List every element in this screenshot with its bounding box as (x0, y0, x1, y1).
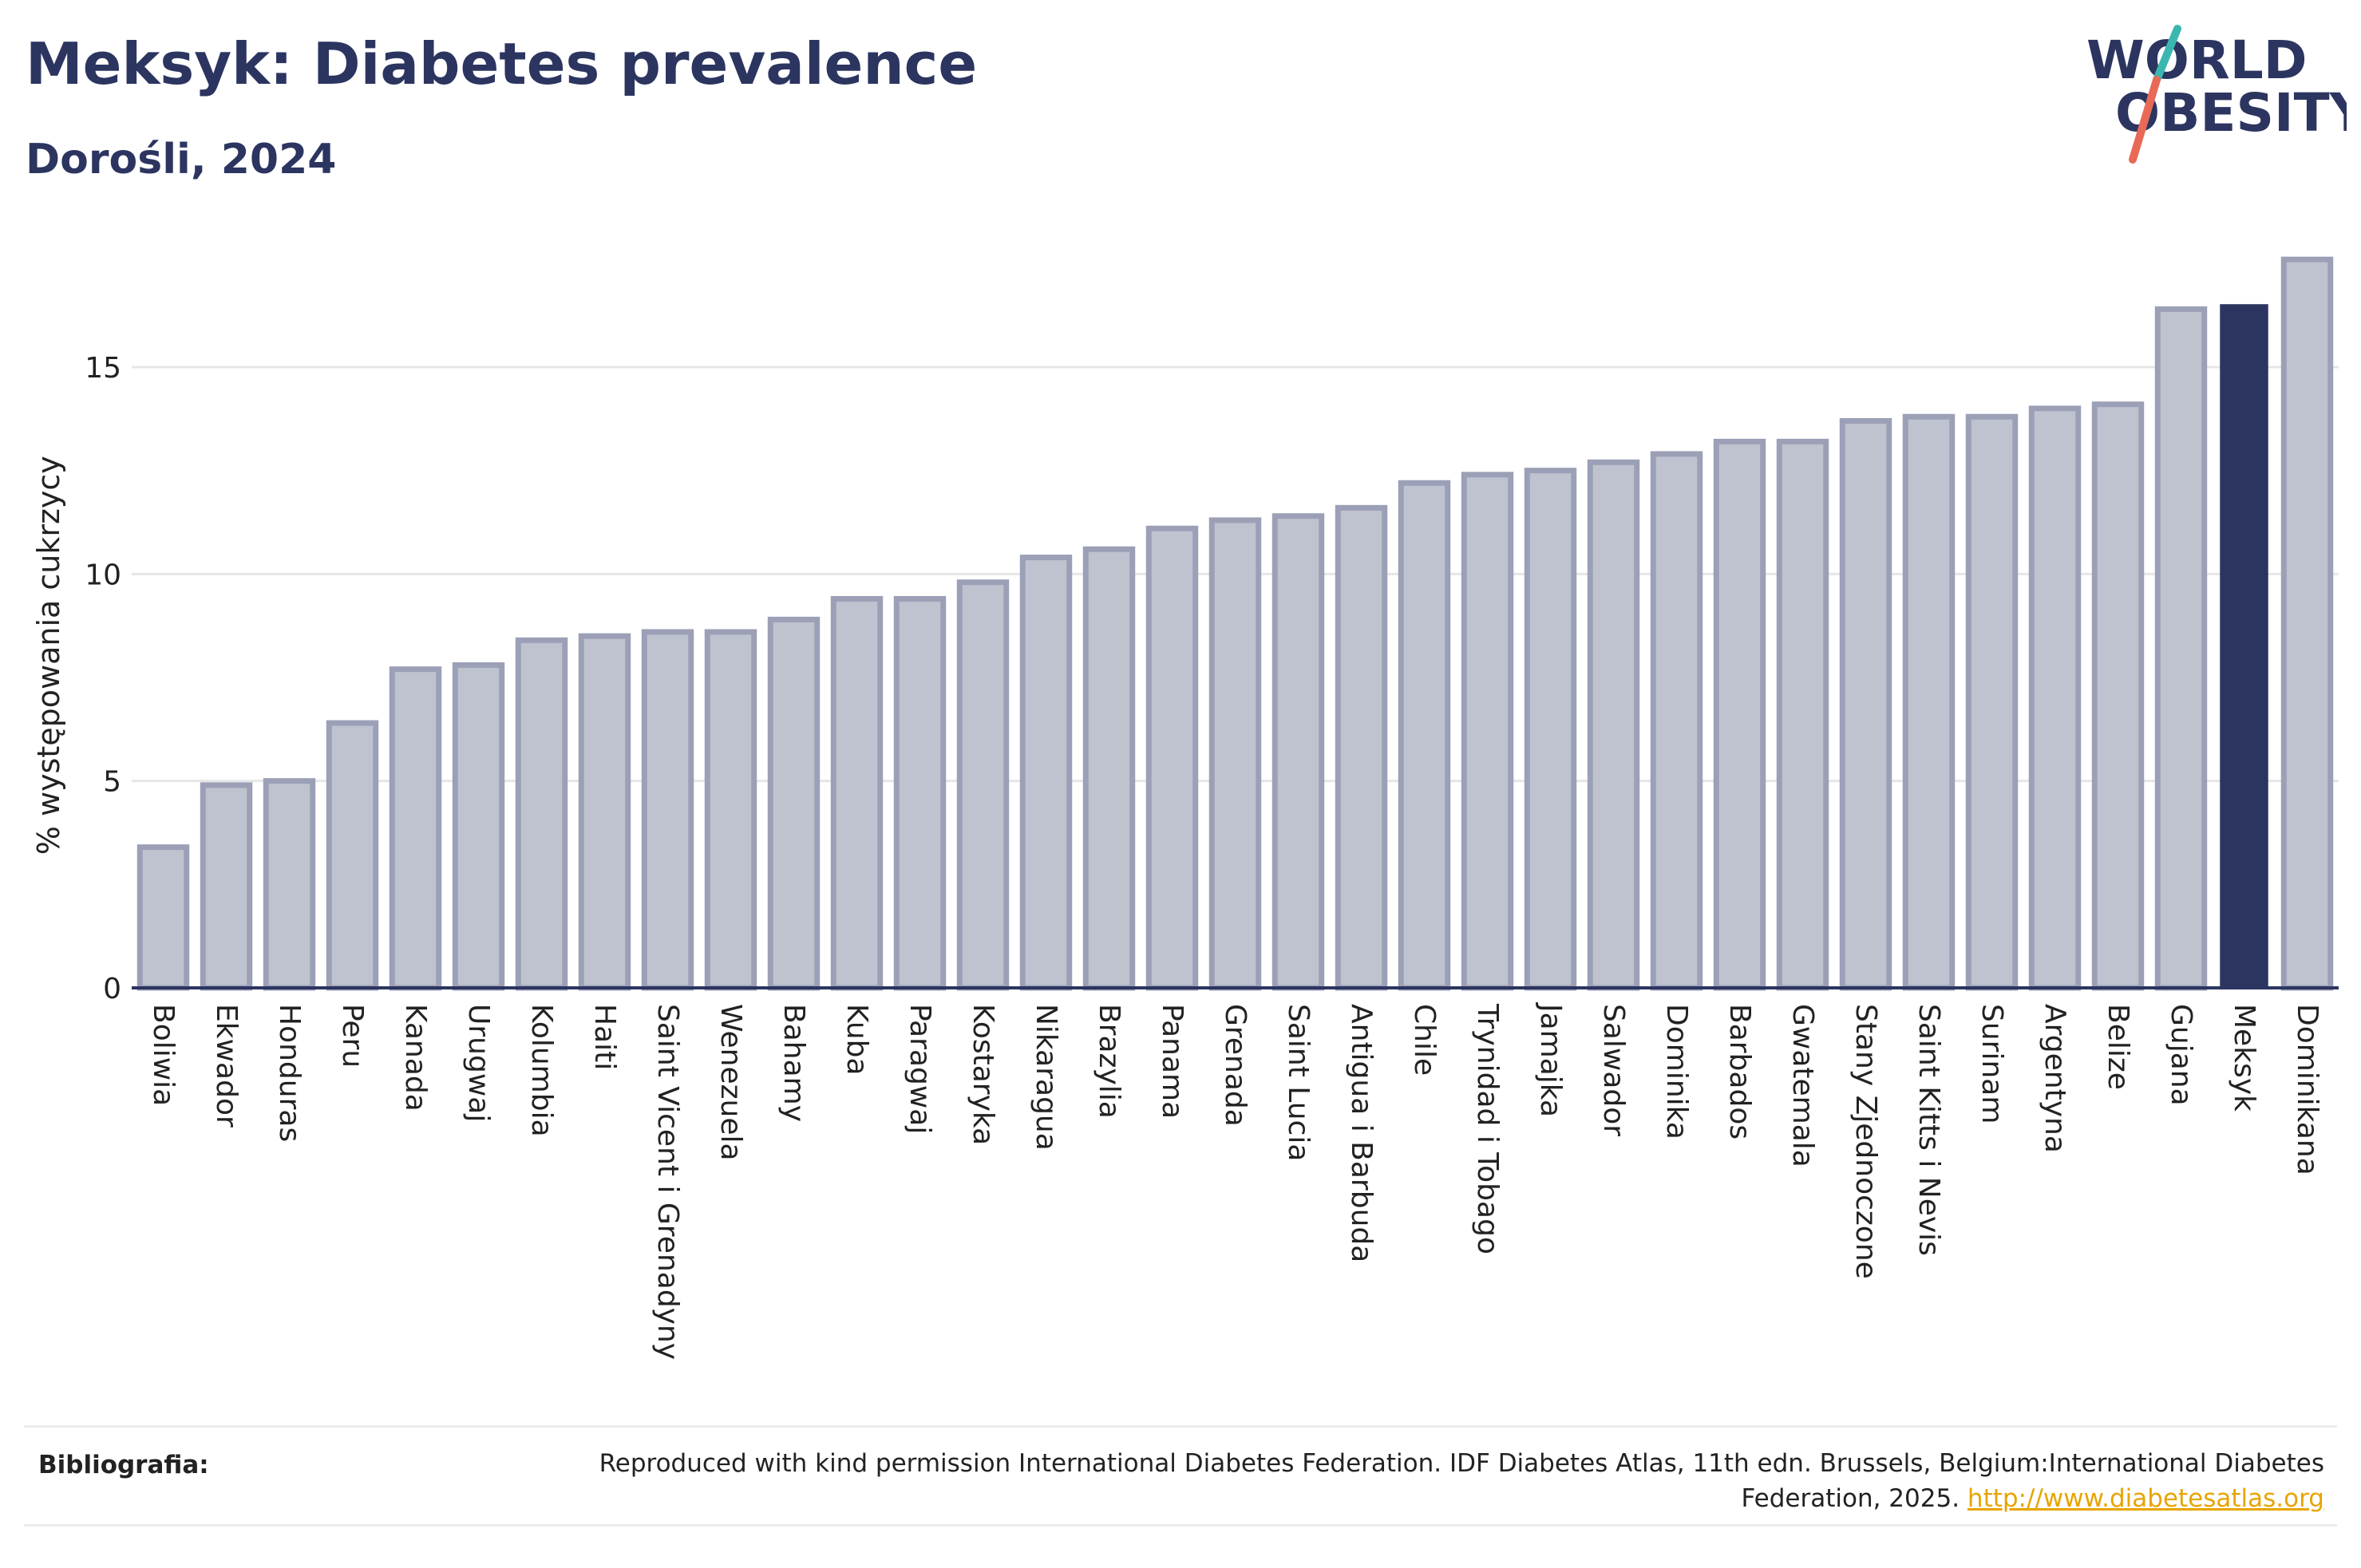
bar (1965, 413, 2019, 991)
x-tick-label: Urugwaj (462, 1004, 495, 1122)
bar (2154, 306, 2208, 991)
x-tick-label: Antigua i Barbuda (1345, 1004, 1378, 1262)
x-tick-label: Kolumbia (525, 1004, 558, 1137)
x-tick-label: Nikaragua (1030, 1004, 1062, 1151)
bar (136, 844, 190, 991)
x-tick-label: Grenada (1219, 1004, 1252, 1127)
bar (1587, 459, 1640, 991)
bar (1650, 451, 1703, 991)
bar (578, 633, 631, 991)
bar (1019, 555, 1073, 991)
x-tick-label: Kostaryka (967, 1004, 999, 1145)
bar (452, 662, 505, 991)
x-tick-label: Bahamy (777, 1004, 810, 1122)
logo-slash-coral (2129, 76, 2161, 164)
x-tick-label: Meksyk (2228, 1004, 2260, 1112)
x-tick-label: Jamajka (1534, 1002, 1567, 1117)
x-tick-label: Ekwador (210, 1004, 243, 1128)
bar (1082, 546, 1136, 991)
logo-text-world: WORLD (2086, 30, 2308, 91)
chart-title: Meksyk: Diabetes prevalence (26, 30, 978, 97)
x-tick-label: Argentyna (2039, 1004, 2071, 1153)
bar (2280, 256, 2334, 991)
y-tick-label: 15 (85, 352, 121, 385)
bar (893, 595, 947, 991)
bar (1208, 517, 1262, 991)
y-tick-label: 5 (103, 766, 121, 799)
x-tick-label: Saint Kitts i Nevis (1912, 1004, 1945, 1256)
x-tick-label: Salwador (1597, 1004, 1630, 1136)
bar (1145, 525, 1199, 991)
bar (2028, 405, 2082, 991)
bar (1902, 413, 1956, 991)
x-tick-label: Panama (1156, 1004, 1188, 1119)
footer-divider-top (24, 1425, 2337, 1428)
y-tick-label: 0 (103, 973, 121, 1005)
bibliography-label: Bibliografia: (38, 1451, 209, 1479)
bar (1398, 480, 1451, 991)
x-tick-label: Surinam (1975, 1004, 2008, 1124)
bar (263, 778, 316, 991)
bar (1839, 417, 1892, 991)
bibliography-citation: Reproduced with kind permission Internat… (599, 1449, 2324, 1513)
bar (200, 782, 253, 991)
x-tick-label: Boliwia (147, 1004, 180, 1106)
bar (389, 666, 442, 991)
x-tick-label: Peru (336, 1004, 369, 1068)
x-tick-label: Paragwaj (904, 1004, 936, 1134)
bar (1713, 438, 1766, 991)
x-tick-label: Dominika (1660, 1004, 1693, 1139)
x-tick-label: Belize (2102, 1004, 2134, 1090)
x-tick-label: Saint Lucia (1282, 1004, 1315, 1161)
bar (326, 720, 379, 991)
y-tick-label: 10 (85, 559, 121, 591)
y-axis-title: % występowania cukrzycy (31, 456, 66, 855)
bar (515, 637, 568, 991)
bar (2091, 401, 2145, 991)
bar (1461, 472, 1514, 991)
bibliography-link[interactable]: http://www.diabetesatlas.org (1967, 1484, 2324, 1513)
x-tick-label: Saint Vicent i Grenadyny (651, 1004, 684, 1360)
x-tick-label: Honduras (273, 1004, 306, 1142)
logo-slash-teal (2153, 25, 2181, 84)
bar (1335, 504, 1388, 991)
bar-highlight (2220, 304, 2268, 989)
bar (641, 629, 694, 991)
x-tick-label: Wenezuela (714, 1004, 747, 1161)
x-tick-label: Stany Zjednoczone (1849, 1004, 1882, 1279)
footer-divider-bottom (24, 1524, 2337, 1527)
chart-subtitle: Dorośli, 2024 (26, 136, 337, 184)
bar (1776, 438, 1829, 991)
bar (704, 629, 757, 991)
bibliography-text: Reproduced with kind permission Internat… (568, 1446, 2324, 1516)
bar (1271, 513, 1325, 991)
x-tick-label: Kuba (840, 1004, 873, 1076)
x-tick-label: Kanada (399, 1004, 432, 1112)
bar (1524, 468, 1577, 991)
bar (830, 595, 884, 991)
x-tick-label: Dominikana (2291, 1004, 2323, 1175)
x-tick-label: Barbados (1723, 1004, 1756, 1139)
x-tick-label: Chile (1408, 1004, 1441, 1076)
x-tick-label: Gujana (2165, 1004, 2197, 1106)
bar-chart: 0 5 10 15 % występowania cukrzycy Boliwia Ekwa… (31, 256, 2339, 1360)
x-tick-label: Haiti (588, 1004, 621, 1070)
world-obesity-logo: WORLD OBESITY (2086, 25, 2347, 164)
bar (956, 579, 1010, 991)
x-tick-label: Brazylia (1093, 1004, 1125, 1119)
x-tick-label: Trynidad i Tobago (1471, 1003, 1504, 1254)
bar (767, 616, 821, 991)
x-tick-label: Gwatemala (1786, 1004, 1819, 1167)
